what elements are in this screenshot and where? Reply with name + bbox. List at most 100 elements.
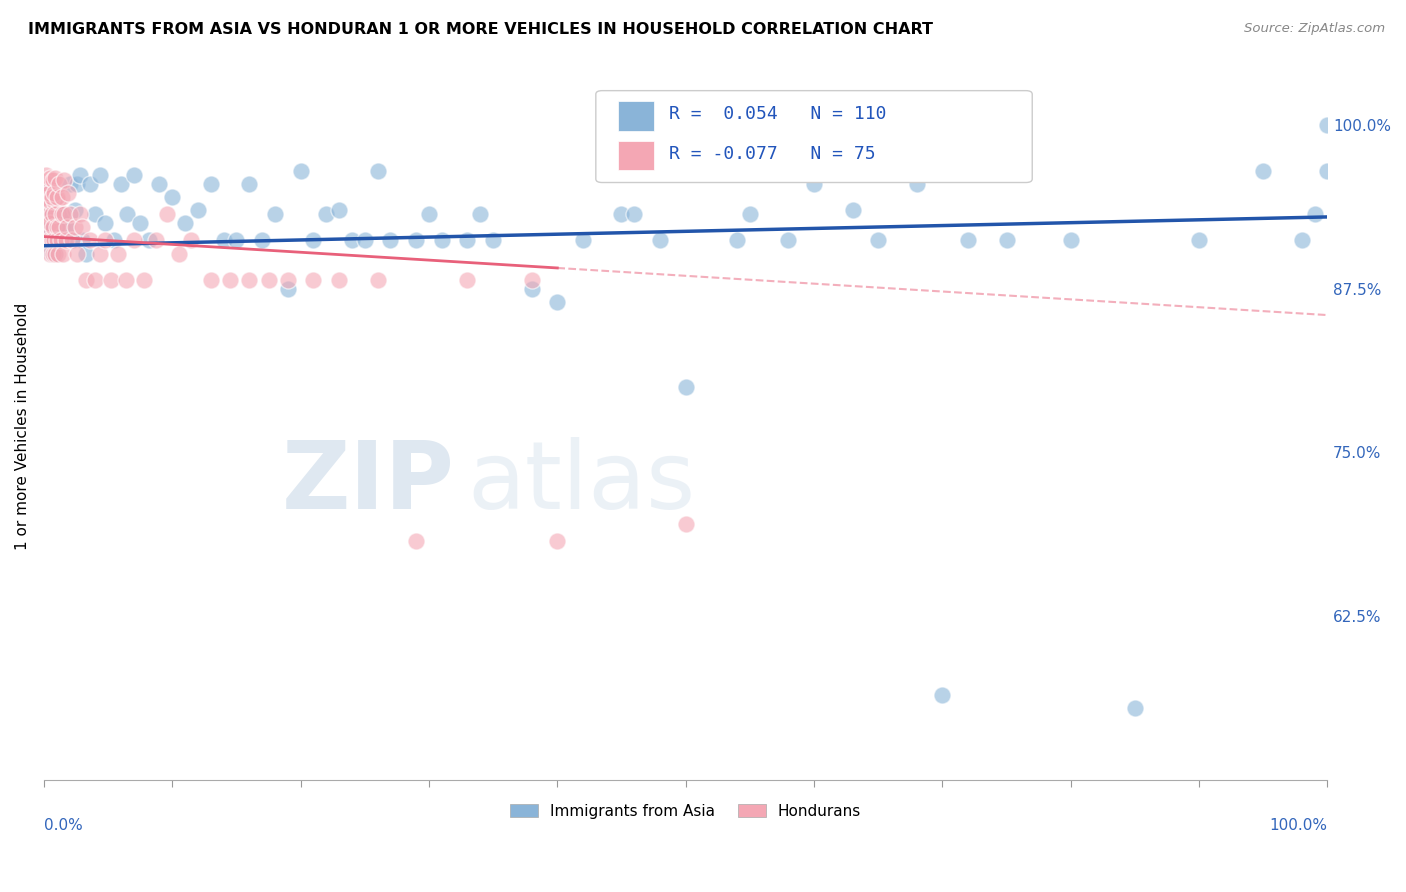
Point xyxy=(1251,164,1274,178)
Point xyxy=(37,220,59,235)
Point xyxy=(803,178,825,192)
Point xyxy=(45,220,67,235)
Point xyxy=(66,246,89,260)
Point xyxy=(79,234,101,248)
Point xyxy=(53,207,76,221)
Point xyxy=(122,168,145,182)
Point xyxy=(46,207,69,221)
Point xyxy=(55,234,77,248)
Point xyxy=(520,273,543,287)
Point xyxy=(456,234,478,248)
Point xyxy=(75,246,97,260)
Point xyxy=(46,234,69,248)
Point xyxy=(58,178,80,192)
Point xyxy=(37,194,59,209)
Point xyxy=(148,178,170,192)
Point xyxy=(302,273,325,287)
Point xyxy=(957,234,980,248)
Point xyxy=(328,203,350,218)
Point xyxy=(290,164,312,178)
Text: IMMIGRANTS FROM ASIA VS HONDURAN 1 OR MORE VEHICLES IN HOUSEHOLD CORRELATION CHA: IMMIGRANTS FROM ASIA VS HONDURAN 1 OR MO… xyxy=(28,22,934,37)
Point xyxy=(367,164,389,178)
Point xyxy=(315,207,337,221)
Point xyxy=(44,207,66,221)
Point xyxy=(41,207,63,221)
Point xyxy=(56,220,79,235)
Point xyxy=(56,234,79,248)
FancyBboxPatch shape xyxy=(596,91,1032,183)
Legend: Immigrants from Asia, Hondurans: Immigrants from Asia, Hondurans xyxy=(505,797,868,825)
Point xyxy=(187,203,209,218)
Point xyxy=(212,234,235,248)
Point xyxy=(38,234,60,248)
Point xyxy=(63,203,86,218)
Point xyxy=(103,234,125,248)
Point xyxy=(84,207,107,221)
Point xyxy=(42,234,65,248)
Point xyxy=(37,210,59,224)
Point xyxy=(180,234,202,248)
Point xyxy=(238,178,260,192)
Point xyxy=(1316,164,1339,178)
Point xyxy=(328,273,350,287)
Point xyxy=(84,273,107,287)
Point xyxy=(89,246,111,260)
Point xyxy=(63,220,86,235)
Point xyxy=(38,186,60,201)
Point xyxy=(257,273,280,287)
Point xyxy=(49,234,72,248)
Point xyxy=(38,207,60,221)
Point xyxy=(110,178,132,192)
Point xyxy=(89,168,111,182)
Point xyxy=(48,220,70,235)
Point xyxy=(868,234,890,248)
Point xyxy=(35,168,58,182)
Point xyxy=(39,217,62,231)
Point xyxy=(277,282,299,296)
Point xyxy=(44,203,66,218)
Point xyxy=(482,234,505,248)
Point xyxy=(51,207,73,221)
Point xyxy=(44,220,66,235)
Point xyxy=(610,207,633,221)
Point xyxy=(42,220,65,235)
Point xyxy=(264,207,287,221)
Point xyxy=(648,234,671,248)
Point xyxy=(44,186,66,201)
Point xyxy=(49,234,72,248)
Point xyxy=(41,207,63,221)
Point xyxy=(66,178,89,192)
Point xyxy=(470,207,492,221)
Point xyxy=(200,273,222,287)
Point xyxy=(340,234,363,248)
Point xyxy=(115,273,138,287)
Point xyxy=(37,194,59,209)
Point xyxy=(1188,234,1211,248)
Point xyxy=(45,234,67,248)
Point xyxy=(39,243,62,257)
Point xyxy=(200,178,222,192)
Point xyxy=(1123,700,1146,714)
Point xyxy=(35,181,58,195)
Point xyxy=(42,220,65,235)
Point xyxy=(52,234,75,248)
Point xyxy=(841,203,863,218)
Point xyxy=(41,246,63,260)
Point xyxy=(55,220,77,235)
Point xyxy=(35,217,58,231)
Point xyxy=(38,194,60,209)
Text: ZIP: ZIP xyxy=(281,437,454,529)
Point xyxy=(219,273,242,287)
Point xyxy=(905,178,928,192)
Point xyxy=(38,220,60,235)
Text: atlas: atlas xyxy=(467,437,696,529)
Point xyxy=(367,273,389,287)
Point xyxy=(52,246,75,260)
Point xyxy=(39,246,62,260)
Point xyxy=(41,234,63,248)
Point xyxy=(572,234,595,248)
Point xyxy=(49,207,72,221)
Point xyxy=(75,273,97,287)
Point xyxy=(302,234,325,248)
Point xyxy=(53,207,76,221)
